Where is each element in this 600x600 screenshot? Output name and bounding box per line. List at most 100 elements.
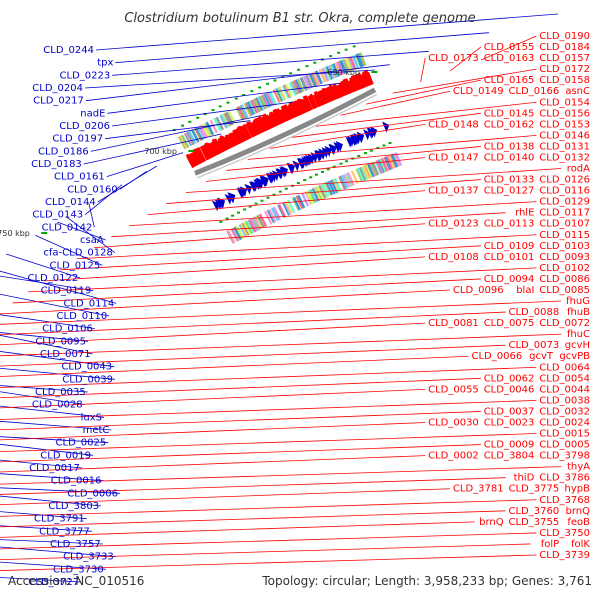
left-gene-label: CLD_0028 — [32, 400, 83, 411]
right-leader-line — [0, 521, 475, 538]
function-class-mark — [287, 199, 296, 214]
left-leader-line — [0, 293, 110, 317]
function-class-mark — [265, 92, 274, 107]
function-class-mark — [240, 104, 249, 119]
gc-content-mark — [296, 182, 300, 185]
right-leader-line — [0, 289, 451, 315]
gc-content-mark — [218, 105, 222, 108]
right-gene-label: CLD_0038 — [539, 395, 590, 406]
left-gene-label: CLD_0144 — [45, 197, 96, 208]
gc-content-mark — [329, 55, 333, 58]
left-gene-label: CLD_3777 — [39, 526, 90, 537]
right-gene-label: CLD_0044 — [539, 384, 590, 395]
function-class-mark — [394, 152, 403, 166]
forward-gene-mark — [242, 123, 252, 139]
gc-content-mark — [352, 45, 356, 48]
gc-content-mark — [305, 65, 309, 68]
right-gene-label: CLD_0075 — [484, 318, 535, 329]
forward-gene-mark — [316, 92, 325, 106]
right-leader-line — [0, 300, 562, 325]
function-class-mark — [342, 173, 351, 188]
function-class-mark — [302, 75, 311, 90]
right-gene-label: CLD_3786 — [539, 473, 590, 484]
right-leader-line — [226, 146, 481, 171]
gc-content-mark — [250, 90, 254, 93]
left-leader-line — [111, 101, 294, 127]
right-gene-label: CLD_0184 — [539, 42, 590, 53]
right-gene-label: CLD_3760 — [508, 506, 559, 517]
function-class-mark — [340, 174, 349, 189]
right-gene-label: CLD_0066 — [471, 351, 522, 362]
right-gene-label: CLD_0108 — [428, 252, 479, 263]
gc-content-mark — [376, 147, 380, 150]
right-gene-label: CLD_0166 — [508, 86, 559, 97]
right-leader-line — [247, 134, 537, 160]
left-gene-label: CLD_3757 — [50, 539, 101, 550]
function-class-mark — [219, 114, 228, 129]
forward-gene-mark — [286, 106, 295, 120]
function-class-mark — [308, 73, 317, 87]
right-gene-label: CLD_0113 — [484, 219, 535, 230]
function-class-mark — [320, 183, 329, 198]
right-gene-label: feoB — [567, 517, 590, 528]
right-leader-line — [392, 68, 537, 94]
left-leader-line — [95, 13, 558, 51]
right-gene-label: CLD_0117 — [539, 208, 590, 219]
left-gene-label: CLD_3730 — [53, 564, 104, 575]
right-gene-label: CLD_0158 — [539, 75, 590, 86]
left-leader-line — [0, 270, 117, 304]
left-gene-label: csaA — [80, 235, 104, 246]
function-class-mark — [281, 85, 290, 99]
left-leader-line — [90, 114, 263, 152]
function-class-mark — [357, 167, 365, 182]
reverse-gene-mark — [335, 140, 343, 152]
right-gene-label: CLD_0140 — [484, 152, 535, 163]
right-gene-label: CLD_0123 — [428, 219, 479, 230]
right-leader-line — [0, 510, 506, 528]
left-leader-line — [6, 253, 81, 279]
right-leader-line — [0, 532, 537, 550]
left-gene-label: CLD_0071 — [40, 349, 91, 360]
function-class-mark — [253, 98, 262, 112]
right-gene-label: CLD_0127 — [484, 186, 535, 197]
right-gene-label: gcvH — [565, 340, 590, 351]
gc-content-mark — [211, 108, 215, 111]
gc-content-mark — [314, 173, 318, 176]
right-gene-label: CLD_0023 — [484, 417, 535, 428]
right-leader-line — [0, 543, 531, 561]
function-class-mark — [278, 204, 287, 218]
gc-content-mark — [234, 97, 238, 100]
function-class-mark — [301, 192, 310, 207]
left-gene-label: CLD_0186 — [38, 146, 89, 157]
right-leader-line — [0, 466, 562, 485]
right-gene-label: CLD_3781 — [453, 484, 504, 495]
right-gene-label: CLD_0064 — [539, 362, 590, 373]
gc-content-mark — [236, 211, 240, 214]
forward-gene-mark — [213, 138, 224, 154]
left-leader-line — [84, 184, 123, 215]
function-class-mark — [359, 52, 367, 67]
left-gene-label: CLD_0017 — [29, 463, 80, 474]
function-class-mark — [333, 177, 342, 192]
gc-content-mark — [181, 124, 185, 127]
right-gene-label: brnQ — [566, 506, 591, 517]
left-gene-label: CLD_0039 — [62, 374, 113, 385]
gc-content-mark — [254, 202, 258, 205]
right-leader-line — [0, 433, 537, 453]
right-leader-line — [44, 256, 426, 282]
gc-content-mark — [266, 82, 270, 85]
left-leader-line — [0, 546, 116, 558]
left-leader-line — [0, 391, 85, 406]
function-class-mark — [255, 215, 264, 229]
right-leader-line — [365, 79, 481, 105]
function-class-mark — [292, 196, 301, 211]
forward-gene-mark — [309, 93, 318, 109]
right-gene-label: CLD_0072 — [539, 318, 590, 329]
right-leader-line — [147, 190, 426, 215]
function-class-mark — [295, 195, 304, 210]
right-gene-label: CLD_0002 — [428, 451, 479, 462]
right-leader-line — [0, 355, 469, 377]
function-class-mark — [227, 110, 236, 125]
topology-summary: Topology: circular; Length: 3,958,233 bp… — [261, 574, 592, 588]
